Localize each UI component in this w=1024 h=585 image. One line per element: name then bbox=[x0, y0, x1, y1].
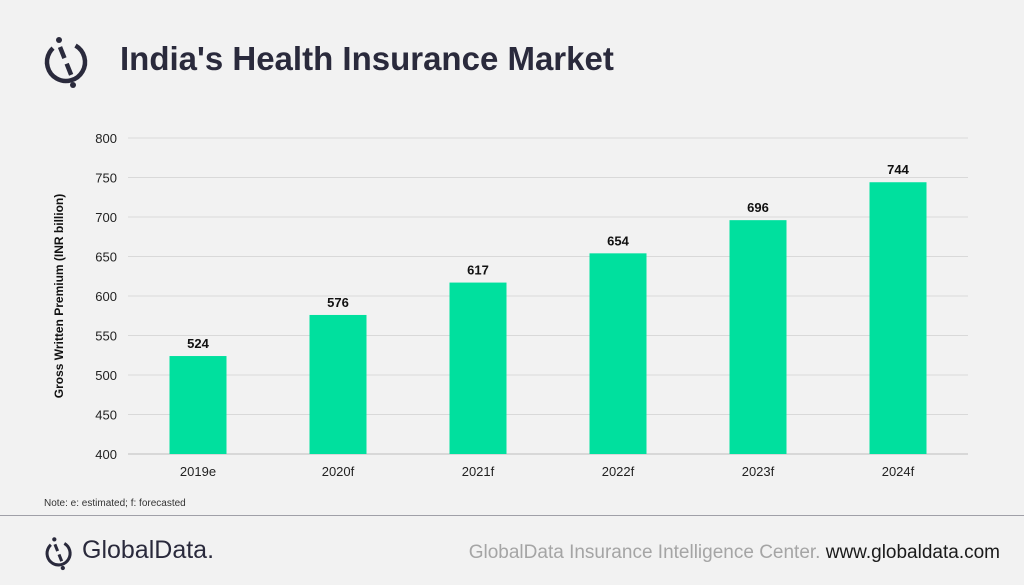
brand-name: GlobalData. bbox=[82, 536, 215, 564]
x-tick-label: 2021f bbox=[462, 464, 495, 479]
website-link[interactable]: www.globaldata.com bbox=[825, 542, 1000, 563]
globaldata-small-logo-icon bbox=[45, 537, 72, 571]
footnote: Note: e: estimated; f: forecasted bbox=[44, 498, 186, 509]
x-tick-label: 2024f bbox=[882, 464, 915, 479]
data-label: 696 bbox=[747, 200, 769, 215]
source-credit: GlobalData Insurance Intelligence Center… bbox=[469, 542, 1000, 564]
y-tick-label: 650 bbox=[95, 250, 117, 265]
page-title: India's Health Insurance Market bbox=[120, 40, 614, 77]
y-tick-label: 700 bbox=[95, 210, 117, 225]
divider bbox=[0, 515, 1024, 516]
data-label: 654 bbox=[607, 233, 629, 248]
bar bbox=[869, 182, 927, 455]
bar bbox=[729, 220, 787, 454]
y-tick-label: 750 bbox=[95, 171, 117, 186]
y-tick-label: 450 bbox=[95, 408, 117, 423]
bar bbox=[589, 253, 647, 454]
x-tick-label: 2020f bbox=[322, 464, 355, 479]
y-tick-label: 500 bbox=[95, 368, 117, 383]
x-tick-label: 2023f bbox=[742, 464, 775, 479]
y-axis-label: Gross Written Premium (INR billion) bbox=[52, 194, 66, 398]
bar bbox=[309, 314, 367, 454]
data-label: 617 bbox=[467, 263, 489, 278]
globaldata-logo-icon bbox=[44, 37, 88, 88]
bar-chart: 400 450 500 550 600 650 700 750 800 524 2019e 576 20… bbox=[52, 131, 968, 479]
bar bbox=[449, 282, 507, 454]
y-tick-label: 400 bbox=[95, 447, 117, 462]
y-tick-label: 600 bbox=[95, 289, 117, 304]
data-label: 744 bbox=[887, 162, 909, 177]
x-tick-label: 2022f bbox=[602, 464, 635, 479]
x-tick-label: 2019e bbox=[180, 464, 216, 479]
y-tick-label: 800 bbox=[95, 131, 117, 146]
data-label: 576 bbox=[327, 295, 349, 310]
y-tick-label: 550 bbox=[95, 329, 117, 344]
source-text: GlobalData Insurance Intelligence Center… bbox=[468, 542, 821, 563]
data-label: 524 bbox=[187, 336, 209, 351]
bar bbox=[169, 356, 227, 454]
